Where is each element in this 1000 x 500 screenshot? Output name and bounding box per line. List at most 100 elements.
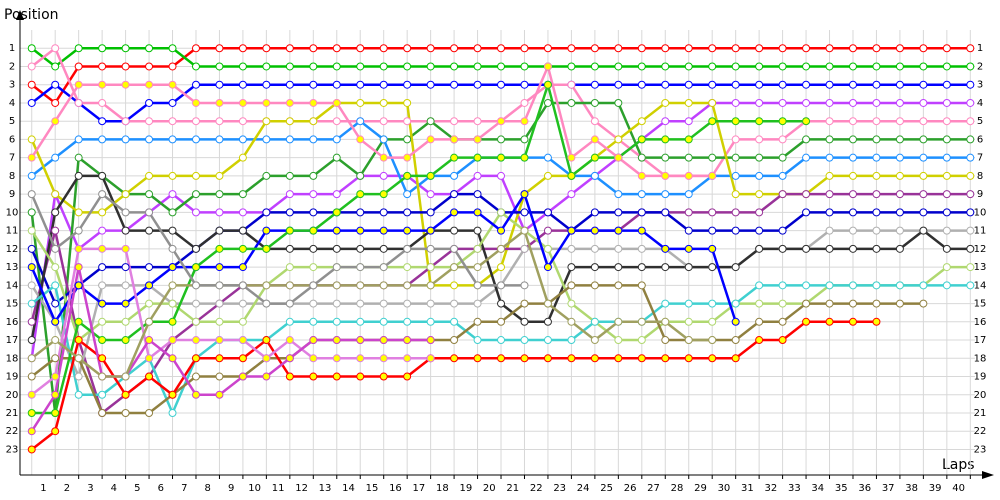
lap-marker [966, 244, 975, 253]
lap-marker [121, 62, 130, 71]
lap-marker [285, 354, 294, 363]
lap-marker [285, 62, 294, 71]
lap-marker [168, 44, 177, 53]
x-tick-label: 9 [228, 483, 234, 494]
lap-marker [27, 372, 36, 381]
lap-marker [403, 44, 412, 53]
lap-marker [778, 190, 787, 199]
lap-marker [356, 190, 365, 199]
lap-marker [708, 226, 717, 235]
y-tick-label: 9 [9, 189, 15, 200]
lap-marker [497, 299, 506, 308]
lap-marker [661, 117, 670, 126]
lap-marker [543, 44, 552, 53]
lap-marker [215, 263, 224, 272]
y-tick-label: 16 [6, 317, 19, 328]
lap-marker [450, 153, 459, 162]
lap-marker [168, 117, 177, 126]
lap-marker [614, 80, 623, 89]
lap-marker [51, 190, 60, 199]
lap-marker [731, 190, 740, 199]
lap-marker [966, 62, 975, 71]
lap-marker [966, 171, 975, 180]
lap-marker [426, 226, 435, 235]
lap-marker [966, 117, 975, 126]
lap-marker [191, 171, 200, 180]
lap-marker [520, 117, 529, 126]
lap-marker [590, 98, 599, 107]
lap-marker [450, 208, 459, 217]
lap-marker [825, 44, 834, 53]
x-tick-label: 29 [694, 483, 707, 494]
lap-marker [684, 354, 693, 363]
lap-line [31, 80, 807, 415]
lap-marker [98, 135, 107, 144]
lap-marker [614, 208, 623, 217]
lap-marker [168, 190, 177, 199]
lap-marker [614, 336, 623, 345]
lap-marker [356, 117, 365, 126]
lap-marker [895, 135, 904, 144]
lap-marker [51, 44, 60, 53]
lap-marker [285, 317, 294, 326]
lap-marker [520, 62, 529, 71]
x-tick-label: 37 [882, 483, 895, 494]
x-tick-label: 15 [366, 483, 379, 494]
lap-marker [848, 135, 857, 144]
lap-marker [379, 354, 388, 363]
lap-marker [379, 135, 388, 144]
lap-marker [121, 281, 130, 290]
lap-marker [309, 44, 318, 53]
lap-marker [497, 117, 506, 126]
lap-marker [543, 317, 552, 326]
lap-marker [708, 153, 717, 162]
y-tick-label: 18 [6, 353, 19, 364]
lap-marker [191, 354, 200, 363]
lap-marker [802, 44, 811, 53]
lap-marker [191, 44, 200, 53]
x-tick-label: 5 [134, 483, 140, 494]
x-tick-label: 39 [929, 483, 942, 494]
lap-marker [543, 336, 552, 345]
lap-marker [262, 336, 271, 345]
lap-marker [168, 62, 177, 71]
lap-marker [872, 117, 881, 126]
lap-marker [637, 80, 646, 89]
lap-marker [848, 62, 857, 71]
lap-marker [121, 117, 130, 126]
lap-marker [614, 317, 623, 326]
lap-marker [332, 80, 341, 89]
lap-marker [215, 80, 224, 89]
lap-marker [27, 190, 36, 199]
x-tick-label: 14 [342, 483, 355, 494]
lap-marker [520, 98, 529, 107]
lap-marker [121, 226, 130, 235]
lap-marker [145, 98, 154, 107]
lap-marker [309, 299, 318, 308]
lap-marker [778, 44, 787, 53]
lap-marker [379, 336, 388, 345]
lap-marker [942, 281, 951, 290]
lap-marker [332, 117, 341, 126]
lap-marker [731, 44, 740, 53]
lap-marker [872, 98, 881, 107]
lap-marker [497, 226, 506, 235]
lap-marker [966, 263, 975, 272]
lap-marker [590, 281, 599, 290]
lap-marker [450, 281, 459, 290]
lap-marker [778, 117, 787, 126]
lap-marker [731, 354, 740, 363]
lap-marker [215, 208, 224, 217]
lap-marker [238, 354, 247, 363]
lap-marker [168, 263, 177, 272]
lap-marker [942, 117, 951, 126]
lap-marker [802, 317, 811, 326]
lap-marker [684, 263, 693, 272]
lap-marker [567, 171, 576, 180]
lap-marker [450, 80, 459, 89]
lap-marker [403, 336, 412, 345]
lap-marker [590, 62, 599, 71]
lap-marker [590, 171, 599, 180]
lap-marker [848, 153, 857, 162]
lap-marker [27, 171, 36, 180]
